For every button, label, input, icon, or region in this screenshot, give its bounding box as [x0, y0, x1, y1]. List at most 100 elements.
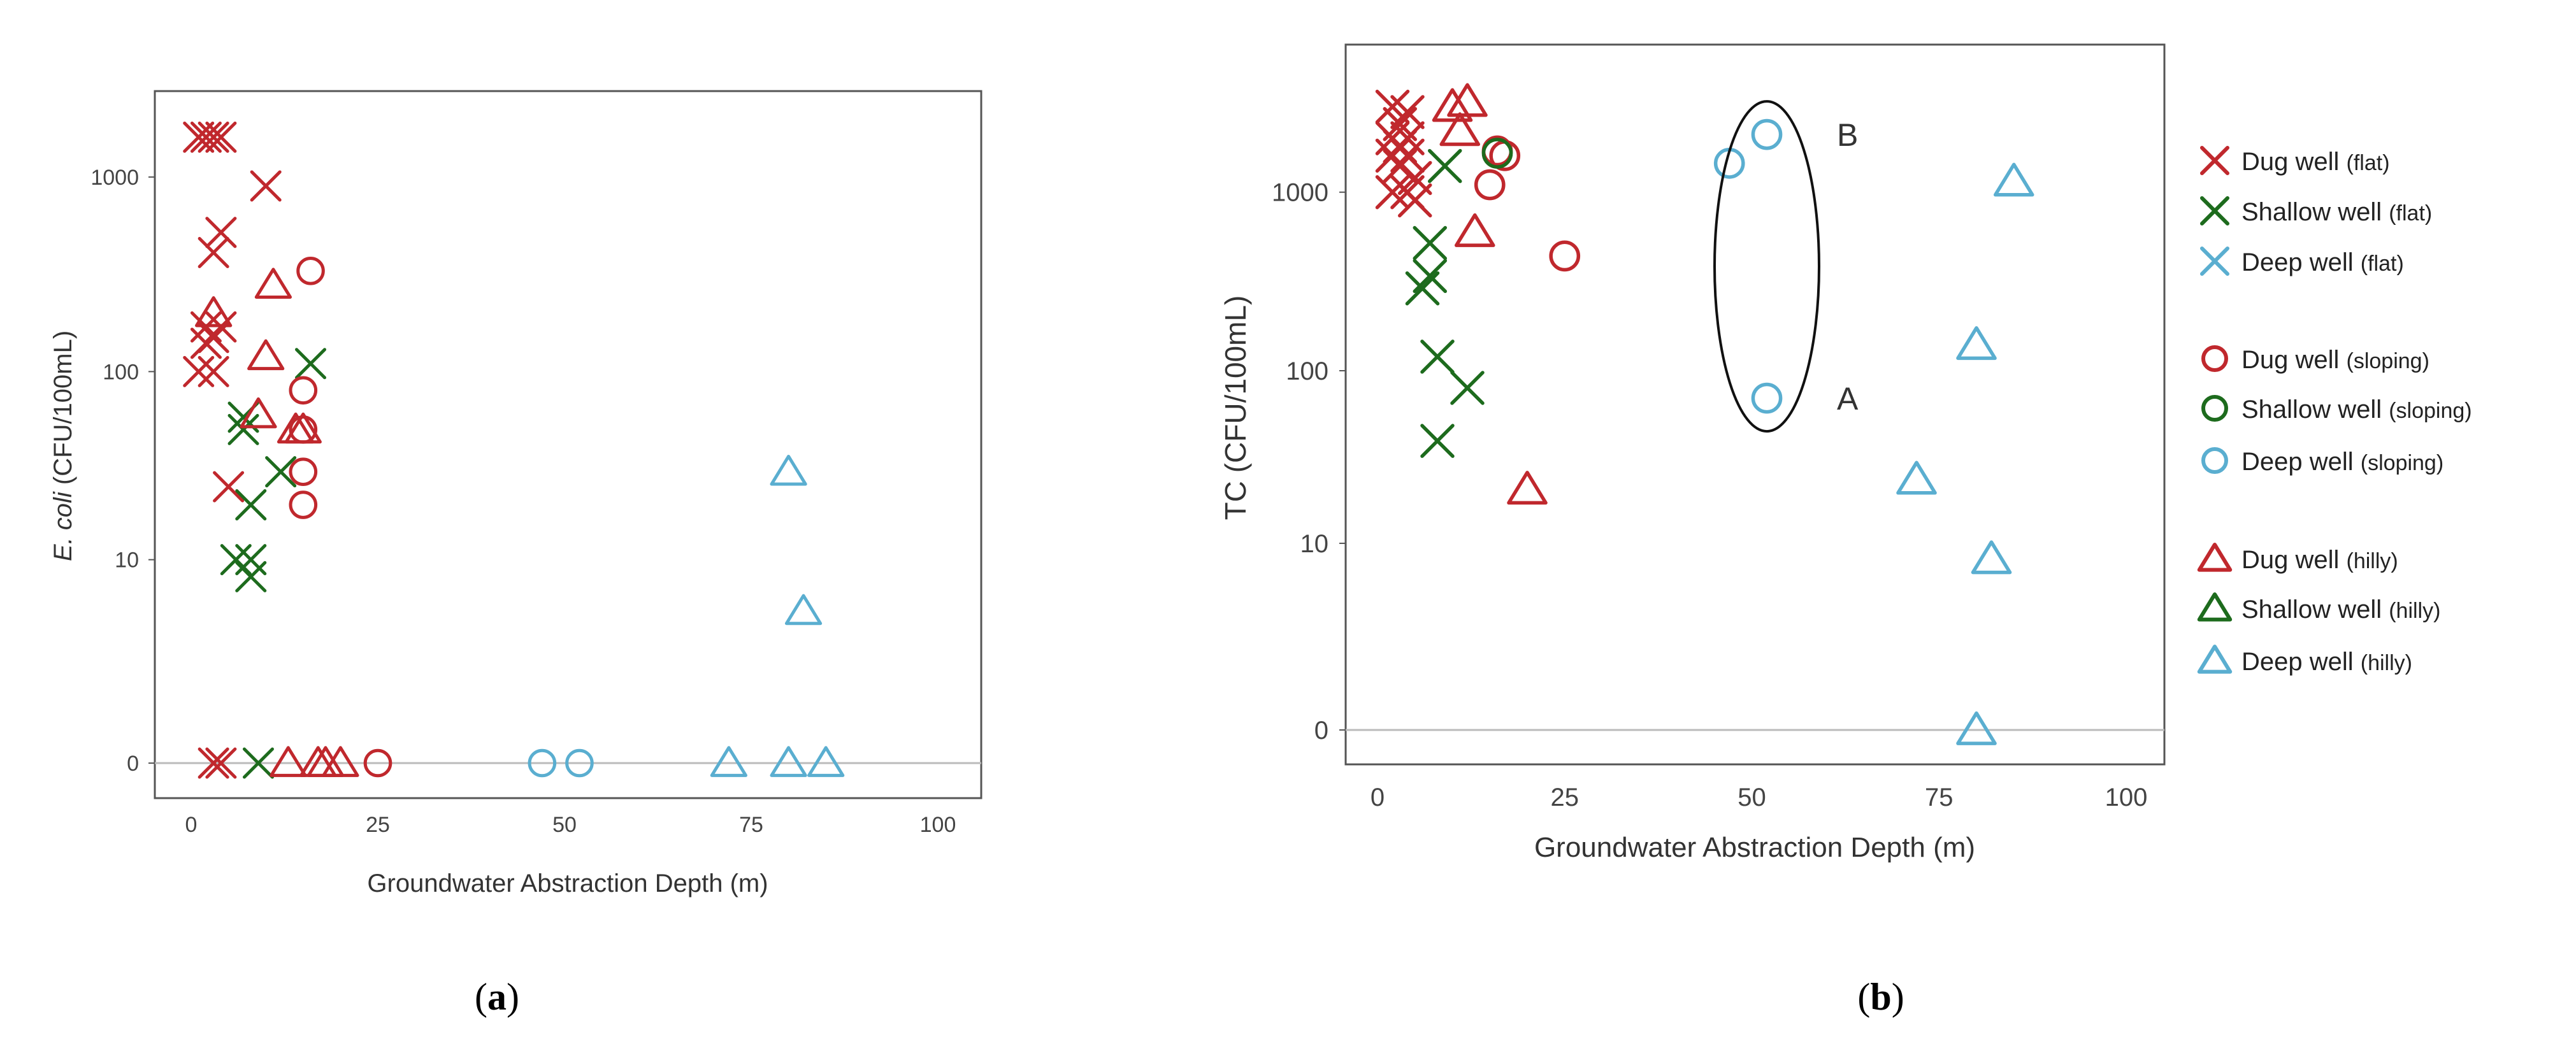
data-point	[1481, 138, 1513, 169]
series-dug-well-hilly-	[1432, 83, 1548, 505]
data-point	[1420, 424, 1455, 458]
legend-item: Deep well (hilly)	[2197, 645, 2412, 676]
y-tick-label: 100	[1286, 357, 1328, 385]
data-point	[1751, 382, 1783, 414]
data-point	[1454, 213, 1495, 247]
data-point	[250, 170, 282, 202]
legend-label: Deep well (sloping)	[2241, 448, 2443, 476]
data-point	[1956, 326, 1997, 361]
panel-a-frame	[154, 90, 982, 799]
y-tick-label: 1000	[90, 166, 139, 190]
data-point	[1896, 461, 1937, 495]
legend-marker	[2197, 645, 2233, 674]
data-point	[784, 594, 823, 626]
data-point	[205, 747, 237, 779]
panel-a-y-ticks: 0 10 100 1000	[90, 166, 155, 776]
x-tick-label: 100	[2105, 783, 2148, 812]
legend-label: Dug well (sloping)	[2241, 346, 2429, 374]
data-point	[242, 747, 274, 779]
legend-marker	[2201, 447, 2228, 474]
legend-label: Shallow well (sloping)	[2241, 396, 2472, 424]
data-point	[265, 456, 297, 488]
data-point	[227, 413, 259, 445]
series-shallow-well-flat-	[1405, 148, 1485, 458]
data-point	[247, 339, 285, 371]
panel-b-x-axis-label: Groundwater Abstraction Depth (m)	[1534, 832, 1975, 863]
data-point	[270, 746, 307, 777]
y-tick-label: 100	[103, 360, 139, 384]
legend-label: Shallow well (hilly)	[2241, 596, 2440, 624]
legend-marker	[2200, 146, 2229, 175]
data-point	[770, 454, 807, 486]
data-point	[240, 397, 277, 429]
data-point	[528, 748, 557, 778]
data-point	[710, 746, 747, 777]
x-tick-label: 50	[1738, 783, 1766, 812]
data-point	[565, 748, 594, 778]
series-deep-well-hilly-	[1896, 162, 2034, 745]
panel-a-x-ticks: 0 25 50 75 100	[185, 813, 956, 837]
panel-a-caption: (a)	[475, 976, 519, 1018]
x-tick-label: 50	[552, 813, 577, 837]
x-tick-label: 25	[1551, 783, 1579, 812]
y-tick-label: 10	[1300, 530, 1329, 558]
legend-item: Dug well (sloping)	[2201, 345, 2429, 374]
x-tick-label: 0	[185, 813, 198, 837]
annotation-label-b: B	[1837, 117, 1858, 153]
panel-a: 0 10 100 1000 0 25 50 75 100 Groundwater Abstra…	[49, 90, 982, 1018]
panel-b-points	[1375, 83, 2034, 745]
data-point	[1432, 88, 1473, 122]
series-deep-well-sloping-	[528, 748, 594, 778]
data-point	[183, 355, 215, 387]
data-point	[1751, 118, 1783, 150]
data-point	[254, 268, 292, 299]
y-tick-label: 1000	[1272, 179, 1328, 207]
legend-item: Shallow well (hilly)	[2197, 592, 2440, 624]
legend-item: Dug well (flat)	[2200, 146, 2390, 176]
legend-marker	[2197, 543, 2233, 572]
data-point	[295, 348, 327, 380]
panel-a-points	[183, 121, 845, 779]
data-point	[1956, 711, 1997, 745]
panel-b-caption: (b)	[1857, 976, 1904, 1018]
series-shallow-well-flat-	[220, 348, 327, 779]
x-tick-label: 25	[366, 813, 390, 837]
legend-label: Dug well (hilly)	[2241, 546, 2398, 574]
legend-item: Deep well (flat)	[2200, 247, 2404, 276]
data-point	[190, 327, 222, 359]
data-point	[1549, 240, 1581, 272]
data-point	[198, 747, 229, 779]
data-point	[205, 121, 237, 153]
series-deep-well-hilly-	[710, 454, 845, 777]
data-point	[289, 457, 318, 486]
panel-b-y-axis-label: TC (CFU/100mL)	[1219, 296, 1252, 520]
series-dug-well-flat-	[1375, 89, 1432, 218]
panel-a-y-axis-label: E. coli (CFU/100mL)	[49, 331, 77, 561]
data-point	[289, 490, 318, 519]
data-point	[1398, 183, 1432, 218]
x-tick-label: 0	[1371, 783, 1385, 812]
legend-marker	[2200, 196, 2229, 225]
legend-label: Shallow well (flat)	[2241, 198, 2432, 226]
data-point	[1420, 340, 1455, 374]
x-tick-label: 75	[1925, 783, 1954, 812]
data-point	[198, 355, 229, 387]
data-point	[1447, 83, 1488, 117]
data-point	[1390, 138, 1425, 173]
data-point	[183, 121, 215, 153]
legend-label: Deep well (flat)	[2241, 248, 2404, 276]
panel-a-x-axis-label: Groundwater Abstraction Depth (m)	[367, 869, 768, 897]
panel-b-y-ticks: 0 10 100 1000	[1272, 179, 1346, 745]
data-point	[205, 217, 237, 248]
data-point	[296, 257, 325, 285]
data-point	[235, 544, 267, 576]
panel-b-frame	[1344, 43, 2166, 766]
y-tick-label: 0	[1314, 717, 1328, 745]
data-point	[807, 746, 845, 777]
series-dug-well-sloping-	[289, 257, 392, 778]
data-point	[1428, 148, 1462, 183]
legend-item: Deep well (sloping)	[2201, 447, 2443, 476]
data-point	[213, 471, 245, 503]
